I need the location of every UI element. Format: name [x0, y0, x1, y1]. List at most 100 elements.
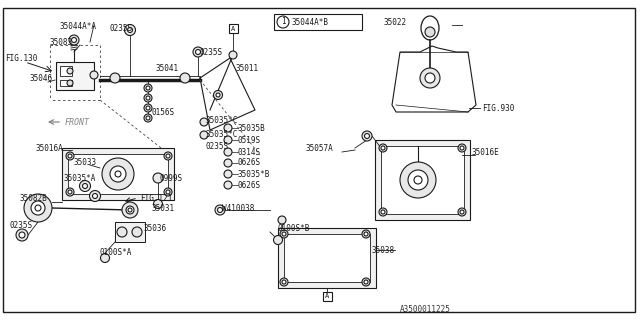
Circle shape [166, 190, 170, 194]
Circle shape [458, 144, 466, 152]
Circle shape [110, 166, 126, 182]
Text: 35031: 35031 [152, 204, 175, 213]
Circle shape [93, 194, 97, 198]
Circle shape [153, 173, 163, 183]
Circle shape [164, 152, 172, 160]
Circle shape [379, 208, 387, 216]
Circle shape [224, 136, 232, 144]
Text: 0519S: 0519S [238, 136, 261, 145]
Text: FIG.930: FIG.930 [482, 104, 515, 113]
Circle shape [193, 47, 203, 57]
Circle shape [128, 208, 132, 212]
Polygon shape [392, 46, 476, 112]
Circle shape [72, 37, 77, 43]
Text: A: A [325, 293, 329, 299]
Text: FIG.130: FIG.130 [5, 54, 37, 63]
Bar [274, 14, 362, 30]
Circle shape [277, 16, 289, 28]
Circle shape [460, 210, 464, 214]
Circle shape [117, 227, 127, 237]
Circle shape [362, 278, 370, 286]
Text: 1: 1 [281, 18, 285, 27]
Circle shape [364, 280, 368, 284]
Bar [115, 222, 145, 242]
Circle shape [115, 171, 121, 177]
Bar [60, 80, 72, 86]
Circle shape [216, 93, 220, 97]
Circle shape [273, 236, 282, 244]
Circle shape [122, 202, 138, 218]
Circle shape [90, 71, 98, 79]
Circle shape [110, 73, 120, 83]
Text: 35038: 35038 [372, 246, 395, 255]
Circle shape [362, 131, 372, 141]
Text: 35046: 35046 [30, 74, 53, 83]
Circle shape [127, 28, 132, 33]
Circle shape [68, 154, 72, 158]
Circle shape [229, 51, 237, 59]
Circle shape [146, 86, 150, 90]
Circle shape [458, 208, 466, 216]
Circle shape [224, 148, 232, 156]
Text: 0156S: 0156S [152, 108, 175, 117]
Circle shape [180, 73, 190, 83]
Text: 35035*A: 35035*A [64, 174, 97, 183]
Circle shape [146, 116, 150, 120]
Circle shape [224, 159, 232, 167]
Text: 0626S: 0626S [238, 181, 261, 190]
Bar [68, 154, 168, 194]
Text: 0235S: 0235S [10, 221, 33, 230]
Bar [323, 292, 332, 300]
Circle shape [31, 201, 45, 215]
Circle shape [362, 230, 370, 238]
Circle shape [218, 207, 223, 212]
Circle shape [144, 94, 152, 102]
Text: A: A [231, 26, 235, 32]
Circle shape [282, 280, 286, 284]
Text: FIG.121: FIG.121 [140, 194, 172, 203]
Text: 35083: 35083 [50, 38, 73, 47]
Circle shape [408, 170, 428, 190]
Circle shape [79, 180, 90, 191]
Circle shape [154, 199, 163, 209]
Text: 35057A: 35057A [306, 144, 333, 153]
Circle shape [425, 27, 435, 37]
Text: 0314S: 0314S [238, 148, 261, 157]
Text: 35016A: 35016A [36, 144, 64, 153]
Bar [228, 23, 237, 33]
Circle shape [67, 68, 73, 74]
Text: 0999S: 0999S [160, 174, 183, 183]
Text: 0100S*A: 0100S*A [100, 248, 132, 257]
Circle shape [19, 232, 25, 238]
Text: A3500011225: A3500011225 [400, 305, 451, 314]
Circle shape [24, 194, 52, 222]
Text: 0235S: 0235S [110, 24, 133, 33]
Bar [278, 228, 376, 288]
Circle shape [364, 232, 368, 236]
Bar [284, 234, 370, 282]
Text: 0100S*B: 0100S*B [278, 224, 310, 233]
Circle shape [164, 188, 172, 196]
Bar [375, 140, 470, 220]
Circle shape [215, 205, 225, 215]
Circle shape [224, 124, 232, 132]
Circle shape [425, 73, 435, 83]
Circle shape [379, 144, 387, 152]
Text: 35033: 35033 [74, 158, 97, 167]
Text: 35036: 35036 [144, 224, 167, 233]
Circle shape [200, 118, 208, 126]
Circle shape [200, 131, 208, 139]
Circle shape [282, 232, 286, 236]
Circle shape [400, 162, 436, 198]
Text: FRONT: FRONT [65, 118, 90, 127]
Circle shape [146, 106, 150, 110]
Circle shape [100, 253, 109, 262]
Text: 35011: 35011 [236, 64, 259, 73]
Ellipse shape [421, 16, 439, 40]
Circle shape [381, 146, 385, 150]
Circle shape [381, 210, 385, 214]
Text: W410038: W410038 [222, 204, 254, 213]
Circle shape [126, 206, 134, 214]
Circle shape [102, 158, 134, 190]
Circle shape [67, 80, 73, 86]
